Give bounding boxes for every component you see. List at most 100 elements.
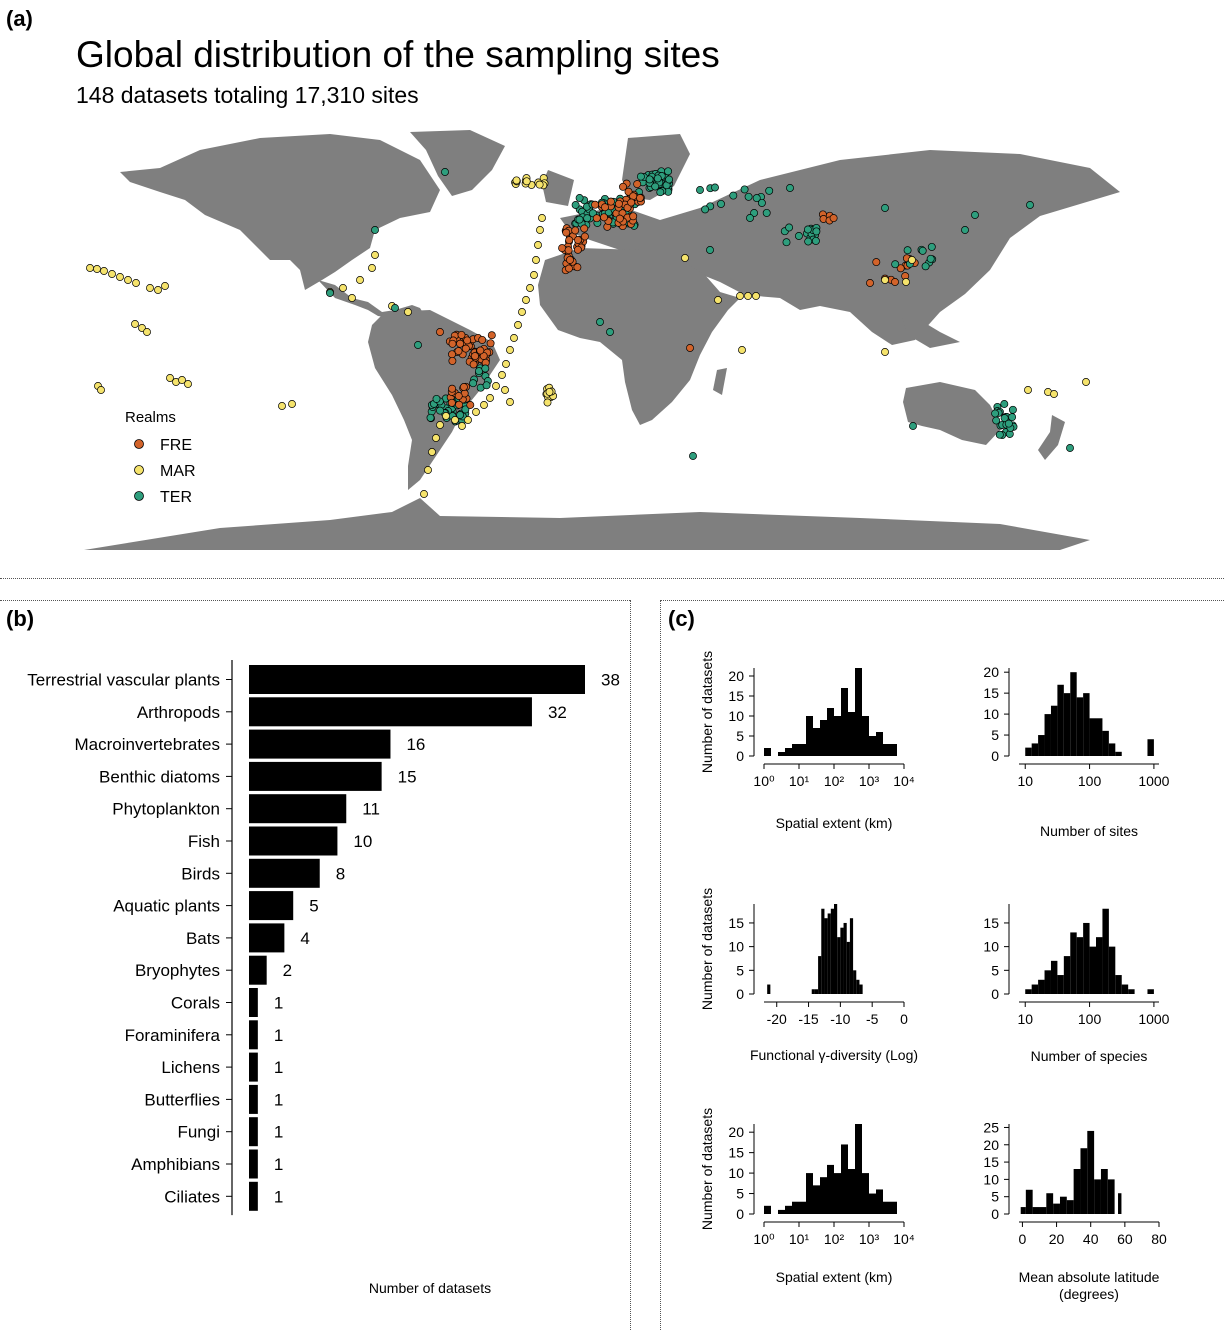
site-point-ter	[441, 168, 449, 176]
y-tick-label: 10	[728, 708, 744, 724]
site-point-mar	[1024, 386, 1032, 394]
histogram-bar	[1115, 751, 1122, 756]
x-tick-label: -20	[767, 1011, 787, 1027]
site-point-mar	[535, 180, 544, 189]
x-tick-label: 10⁴	[893, 773, 915, 789]
site-point-mar	[480, 401, 488, 409]
site-point-mar	[506, 398, 514, 406]
site-point-mar	[424, 466, 432, 474]
site-point-mar	[714, 296, 722, 304]
y-tick-label: 0	[991, 1206, 999, 1222]
histogram-bar	[869, 736, 876, 756]
site-point-fre	[448, 339, 457, 348]
histogram-bar	[890, 1201, 897, 1214]
y-tick-label: 0	[991, 986, 999, 1002]
site-point-mar	[908, 256, 916, 264]
site-point-mar	[368, 264, 376, 272]
histogram-bar	[1057, 975, 1064, 994]
site-point-fre	[466, 401, 475, 409]
histogram-bar	[1046, 1193, 1054, 1214]
site-point-fre	[633, 180, 642, 189]
x-tick-label: 10³	[859, 1231, 880, 1247]
bar-value-label: 11	[362, 800, 380, 819]
site-point-ter	[927, 242, 936, 251]
y-tick-label: 5	[991, 1189, 999, 1205]
histogram-bar	[862, 716, 869, 756]
site-point-ter	[746, 214, 754, 222]
histogram-bar	[1020, 1207, 1026, 1214]
land-shape	[410, 130, 505, 196]
x-tick-label: 40	[1083, 1231, 1099, 1247]
site-point-fre	[896, 264, 905, 273]
site-point-ter	[391, 304, 399, 312]
x-tick-label: 10⁰	[753, 1231, 775, 1247]
category-label: Fish	[188, 832, 220, 851]
site-point-ter	[482, 381, 491, 390]
histogram-bar	[1076, 697, 1084, 756]
histogram-bar	[883, 1201, 890, 1214]
histogram-bar	[859, 984, 863, 994]
histogram-bar	[1050, 705, 1058, 756]
y-tick-label: 5	[991, 962, 999, 978]
histogram-bar	[792, 1201, 799, 1214]
site-point-ter	[794, 232, 803, 240]
y-tick-label: 10	[728, 939, 744, 955]
histogram-bar	[1080, 1148, 1088, 1214]
histogram-bar	[813, 728, 820, 756]
site-point-mar	[530, 271, 538, 279]
histogram-bar	[792, 744, 799, 756]
histogram-bar	[1063, 956, 1071, 994]
site-point-fre	[487, 331, 496, 340]
site-point-mar	[161, 282, 169, 290]
site-point-mar	[514, 321, 522, 329]
site-point-ter	[426, 413, 435, 422]
category-label: Macroinvertebrates	[74, 735, 220, 754]
histogram-bar	[764, 1205, 771, 1214]
legend-label-ter: TER	[160, 489, 192, 506]
y-tick-label: 20	[728, 668, 744, 684]
site-point-mar	[492, 382, 500, 390]
x-tick-label: 10⁰	[753, 773, 775, 789]
site-point-mar	[464, 416, 472, 424]
bar	[249, 1117, 258, 1147]
site-point-ter	[995, 430, 1004, 439]
site-point-ter	[803, 225, 812, 234]
site-point-mar	[339, 284, 347, 292]
site-point-ter	[903, 246, 912, 255]
site-point-mar	[512, 176, 521, 185]
histogram-bar	[846, 941, 850, 994]
histogram-bar	[1066, 1200, 1074, 1214]
sampling-site-points	[86, 167, 1090, 498]
site-point-mar	[736, 292, 744, 300]
histogram-bar	[1044, 714, 1051, 756]
site-point-ter	[1008, 413, 1017, 422]
category-label: Ciliates	[164, 1187, 220, 1206]
category-label: Bats	[186, 929, 220, 948]
site-point-mar	[124, 276, 132, 284]
site-point-fre	[600, 213, 608, 222]
histogram-bar	[1031, 743, 1039, 756]
site-point-mar	[881, 276, 889, 284]
y-tick-label: 5	[736, 728, 744, 744]
site-point-fre	[619, 182, 627, 191]
x-tick-label: 60	[1117, 1231, 1133, 1247]
x-axis-label: Number of sites	[1040, 823, 1138, 839]
land-shape	[84, 498, 1090, 550]
histogram-bar	[1025, 747, 1032, 756]
site-point-mar	[184, 380, 192, 388]
histogram-bar	[1025, 1189, 1033, 1214]
site-point-ter	[909, 422, 917, 430]
map-subtitle: 148 datasets totaling 17,310 sites	[76, 82, 419, 108]
histogram-bar	[1070, 932, 1077, 994]
histogram-bar	[767, 984, 771, 994]
site-point-mar	[538, 214, 546, 222]
site-point-ter	[729, 191, 738, 200]
site-point-ter	[706, 246, 714, 254]
histogram-bar	[840, 927, 844, 994]
site-point-mar	[498, 371, 506, 379]
histogram-bar	[1121, 984, 1129, 994]
site-point-fre	[564, 246, 573, 255]
site-point-mar	[752, 292, 760, 300]
bar	[249, 858, 320, 888]
site-point-ter	[1000, 414, 1009, 423]
